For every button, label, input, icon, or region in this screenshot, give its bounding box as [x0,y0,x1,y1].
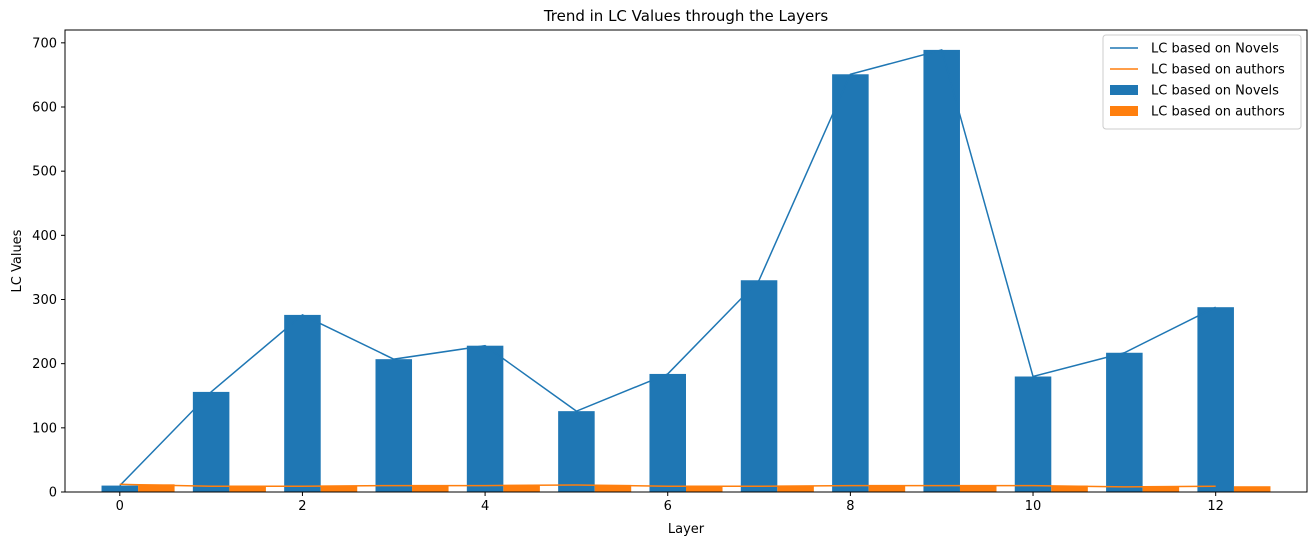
bar-series-1-layer-6 [686,486,723,492]
x-tick-label: 12 [1207,499,1224,514]
bar-series-1-layer-9 [959,485,997,492]
legend: LC based on Novels LC based on authors LC … [1102,34,1302,130]
bar-series-1-layer-12 [1233,486,1271,492]
bar-series-0-layer-9 [923,49,960,493]
x-tick-label: 4 [481,499,489,514]
y-tick-label: 400 [32,229,57,244]
x-tick-label: 10 [1025,499,1042,514]
y-axis: 0 100 200 300 400 500 600 700 [32,36,65,501]
bar-series-0-layer-12 [1197,307,1234,492]
bar-series-1-layer-1 [229,486,266,492]
bar-series-0-layer-8 [832,74,869,493]
line-series-1 [119,483,1216,488]
y-tick-label: 100 [32,421,57,436]
chart-title: Trend in LC Values through the Layers [543,7,829,25]
x-tick-label: 6 [664,499,672,514]
legend-box [1102,34,1302,130]
lines-layer [119,48,1217,488]
bar-series-0-layer-3 [375,359,413,492]
bar-series-1-layer-3 [412,485,449,492]
bar-series-0-layer-7 [740,280,778,492]
bar-series-1-layer-10 [1051,485,1088,492]
line-series-0 [119,48,1217,487]
legend-label: LC based on Novels [1151,84,1279,99]
bar-series-0-layer-6 [649,373,686,492]
bar-series-1-layer-2 [320,486,358,492]
bar-series-0-layer-4 [466,345,504,492]
bars-layer [101,49,1271,493]
x-tick-label: 8 [846,499,854,514]
x-axis: 0 2 4 6 8 10 12 [116,492,1224,514]
bar-series-0-layer-10 [1014,376,1052,492]
y-axis-label: LC Values [10,229,25,292]
bar-series-1-layer-11 [1142,486,1180,492]
y-tick-label: 200 [32,357,57,372]
x-axis-label: Layer [668,522,705,537]
plot-frame [64,29,1308,493]
bar-series-0-layer-2 [284,314,321,492]
bar-series-1-layer-5 [594,484,632,492]
x-tick-label: 2 [298,499,306,514]
bar-series-0-layer-5 [558,411,595,492]
legend-label: LC based on authors [1151,63,1285,78]
bar-series-1-layer-4 [503,485,540,492]
bar-series-0-layer-11 [1106,352,1143,492]
bar-series-0-layer-0 [101,485,139,492]
legend-label: LC based on Novels [1151,42,1279,57]
y-tick-label: 0 [49,486,57,501]
legend-bar-swatch [1110,85,1138,95]
y-tick-label: 600 [32,101,57,116]
y-tick-label: 500 [32,165,57,180]
y-tick-label: 700 [32,36,57,51]
bar-series-1-layer-7 [777,486,814,492]
bar-series-1-layer-0 [138,484,175,492]
y-tick-label: 300 [32,293,57,308]
legend-label: LC based on authors [1151,105,1285,120]
bar-series-0-layer-1 [192,391,230,492]
legend-bar-swatch [1110,106,1138,116]
bar-series-1-layer-8 [868,485,906,492]
x-tick-label: 0 [116,499,124,514]
